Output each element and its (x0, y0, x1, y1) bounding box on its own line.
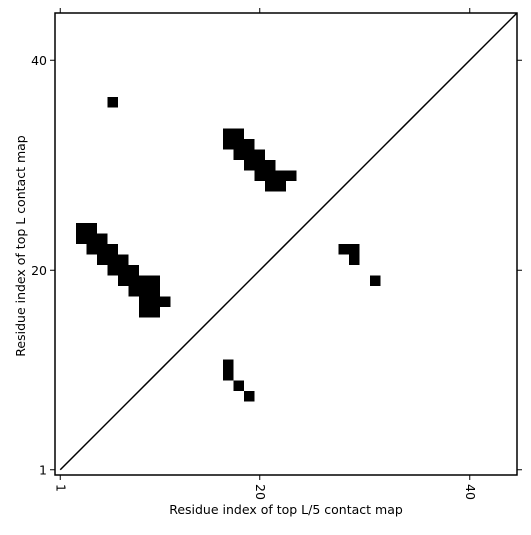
contact-cell (265, 170, 276, 181)
contact-cell (128, 265, 139, 276)
contact-cell (107, 244, 118, 255)
contact-cell (244, 139, 255, 150)
contact-cell (76, 233, 87, 244)
x-tick-label: 1 (53, 484, 68, 492)
plot-frame (54, 12, 518, 476)
contact-cell (149, 275, 160, 286)
contact-cell (86, 223, 97, 234)
y-axis-label: Residue index of top L contact map (13, 135, 28, 356)
contact-cell (139, 296, 150, 307)
contact-cell (76, 223, 87, 234)
contact-cell (139, 307, 150, 318)
contact-cell (275, 181, 286, 192)
y-tick-label: 1 (39, 462, 47, 477)
contact-cell (139, 275, 150, 286)
contact-cell (107, 265, 118, 276)
contact-cell (338, 244, 349, 255)
contact-cell (118, 265, 129, 276)
contact-cell (149, 286, 160, 297)
x-tick-label: 20 (253, 484, 268, 500)
contact-cell (223, 359, 234, 370)
y-tick-label: 40 (31, 53, 47, 68)
contact-cell (254, 149, 265, 160)
contact-cell (128, 275, 139, 286)
contact-cell (149, 307, 160, 318)
contact-cell (128, 286, 139, 297)
contact-cell (107, 254, 118, 265)
contact-cell (139, 286, 150, 297)
contact-cell (286, 170, 297, 181)
diagonal-line (59, 12, 518, 471)
contact-cell (244, 160, 255, 171)
contact-cell (149, 296, 160, 307)
contact-cell (86, 233, 97, 244)
contact-cell (86, 244, 97, 255)
contact-cell (254, 170, 265, 181)
contact-cell (97, 254, 108, 265)
contact-cell (275, 170, 286, 181)
contact-cell (118, 254, 129, 265)
contact-cell (244, 149, 255, 160)
contact-cell (370, 275, 381, 286)
contact-cell (223, 128, 234, 139)
contact-cell (265, 160, 276, 171)
contact-cell (233, 128, 244, 139)
contact-cell (107, 97, 118, 108)
contact-cell (97, 244, 108, 255)
contact-cell (233, 380, 244, 391)
contact-cell (160, 296, 171, 307)
contact-cell (223, 370, 234, 381)
contact-cell (233, 149, 244, 160)
contact-cell (233, 139, 244, 150)
contact-cell (244, 391, 255, 402)
contact-cell (254, 160, 265, 171)
contact-cell (349, 244, 360, 255)
contact-cell (349, 254, 360, 265)
x-axis-label: Residue index of top L/5 contact map (169, 502, 403, 517)
contact-cell (265, 181, 276, 192)
contact-cell (97, 233, 108, 244)
x-tick-label: 40 (463, 484, 478, 500)
y-tick-label: 20 (31, 263, 47, 278)
contact-cell (118, 275, 129, 286)
contact-cell (223, 139, 234, 150)
